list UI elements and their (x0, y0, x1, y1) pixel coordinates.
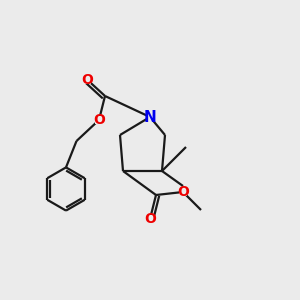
Text: O: O (144, 212, 156, 226)
Text: O: O (177, 185, 189, 199)
FancyBboxPatch shape (179, 188, 187, 196)
FancyBboxPatch shape (146, 215, 154, 223)
FancyBboxPatch shape (146, 113, 154, 121)
FancyBboxPatch shape (95, 116, 103, 124)
Text: O: O (81, 73, 93, 86)
FancyBboxPatch shape (83, 75, 91, 84)
Text: O: O (93, 113, 105, 127)
Text: N: N (144, 110, 156, 124)
